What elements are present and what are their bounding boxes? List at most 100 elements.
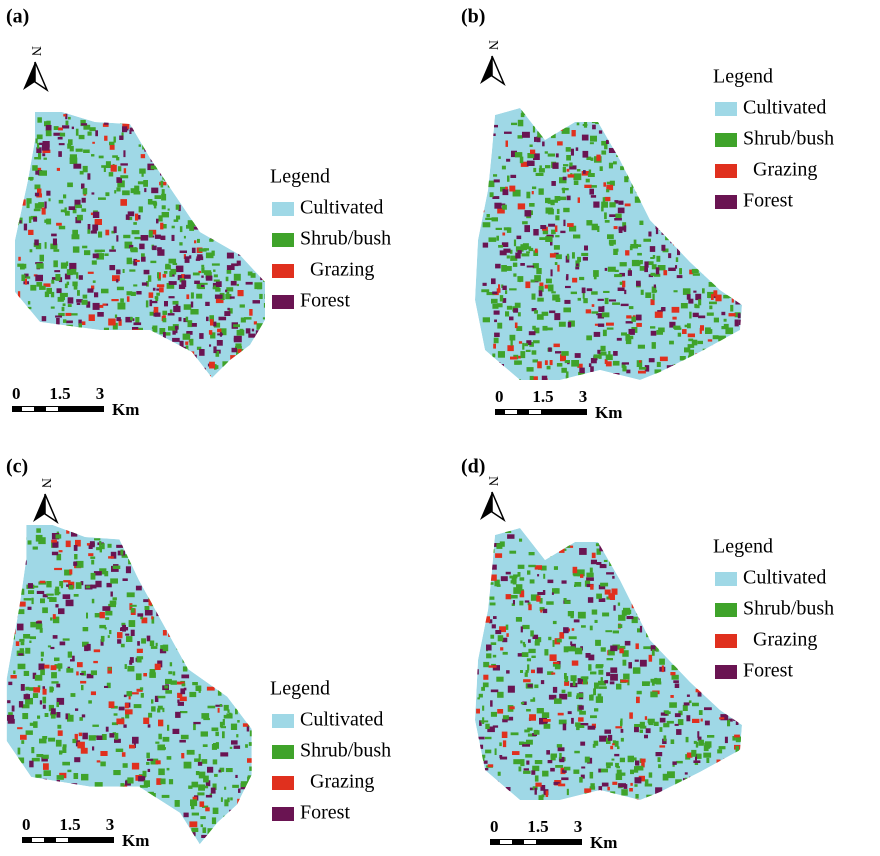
land-patch (178, 372, 182, 378)
land-patch (225, 202, 233, 207)
land-patch (546, 279, 552, 284)
land-patch (239, 825, 245, 831)
land-patch (49, 198, 51, 201)
land-patch (23, 357, 29, 362)
land-patch (146, 300, 149, 307)
land-patch (568, 692, 572, 697)
land-patch (250, 231, 252, 234)
land-patch (588, 726, 596, 730)
land-patch (479, 694, 483, 698)
land-patch (208, 141, 211, 145)
land-patch (705, 721, 710, 726)
land-patch (119, 356, 123, 359)
land-patch (681, 303, 688, 308)
land-patch (88, 132, 92, 136)
land-patch (149, 116, 154, 118)
land-patch (534, 310, 538, 314)
land-patch (100, 340, 102, 342)
land-patch (718, 271, 721, 276)
land-patch (72, 377, 77, 381)
land-patch (567, 254, 569, 260)
land-patch (724, 359, 731, 364)
land-patch (42, 316, 47, 321)
land-patch (713, 599, 715, 605)
land-patch (37, 117, 42, 122)
land-patch (183, 355, 186, 357)
land-patch (571, 360, 579, 367)
land-patch (131, 292, 136, 296)
land-patch (247, 623, 253, 627)
land-patch (643, 555, 646, 562)
land-patch (46, 581, 51, 587)
land-patch (33, 348, 39, 350)
land-patch (493, 344, 496, 349)
land-patch (610, 674, 618, 681)
land-patch (235, 596, 240, 602)
land-patch (673, 239, 678, 246)
land-patch (230, 797, 233, 800)
land-patch (695, 171, 702, 175)
land-patch (75, 708, 78, 711)
land-patch (597, 798, 605, 803)
land-patch (77, 742, 85, 749)
land-patch (76, 149, 83, 152)
land-patch (253, 131, 256, 133)
land-patch (567, 196, 571, 201)
land-patch (231, 564, 235, 568)
land-patch (162, 708, 164, 712)
land-patch (141, 257, 146, 262)
land-patch (537, 668, 543, 674)
land-patch (513, 587, 521, 594)
land-patch (185, 609, 191, 612)
legend-label: Cultivated (300, 709, 383, 731)
land-patch (726, 156, 729, 162)
land-patch (217, 209, 223, 213)
land-patch (698, 779, 702, 782)
land-patch (217, 145, 222, 152)
land-patch (566, 155, 571, 161)
land-patch (233, 324, 240, 327)
land-patch (26, 730, 33, 735)
land-patch (180, 341, 184, 348)
land-patch (716, 159, 720, 162)
land-patch (649, 772, 653, 777)
land-patch (36, 263, 43, 269)
land-patch (503, 740, 506, 747)
land-patch (500, 647, 503, 650)
land-patch (485, 616, 490, 622)
land-patch (228, 206, 232, 210)
land-patch (227, 709, 229, 713)
land-patch (685, 559, 692, 565)
land-patch (174, 219, 179, 222)
land-patch (246, 328, 251, 333)
land-patch (545, 328, 553, 331)
land-patch (224, 715, 232, 719)
land-patch (525, 210, 532, 216)
land-patch (729, 210, 732, 213)
land-patch (568, 611, 574, 616)
land-patch (569, 636, 577, 639)
land-patch (584, 185, 592, 188)
land-patch (183, 638, 185, 643)
land-patch (610, 125, 613, 131)
land-patch (213, 743, 219, 749)
land-patch (246, 832, 253, 837)
land-patch (483, 222, 491, 227)
land-patch (240, 329, 244, 335)
land-patch (57, 725, 61, 729)
scale-unit: Km (122, 831, 149, 850)
land-patch (578, 197, 580, 203)
land-patch (639, 614, 644, 620)
land-patch (664, 146, 669, 151)
land-patch (173, 671, 176, 675)
land-patch (212, 263, 220, 265)
land-patch (198, 626, 205, 630)
land-patch (134, 339, 137, 343)
land-patch (480, 588, 487, 590)
land-patch (490, 635, 494, 639)
land-patch (577, 123, 580, 126)
land-patch (7, 715, 14, 721)
land-patch (232, 348, 238, 353)
land-patch (217, 340, 223, 346)
land-patch (30, 285, 36, 291)
